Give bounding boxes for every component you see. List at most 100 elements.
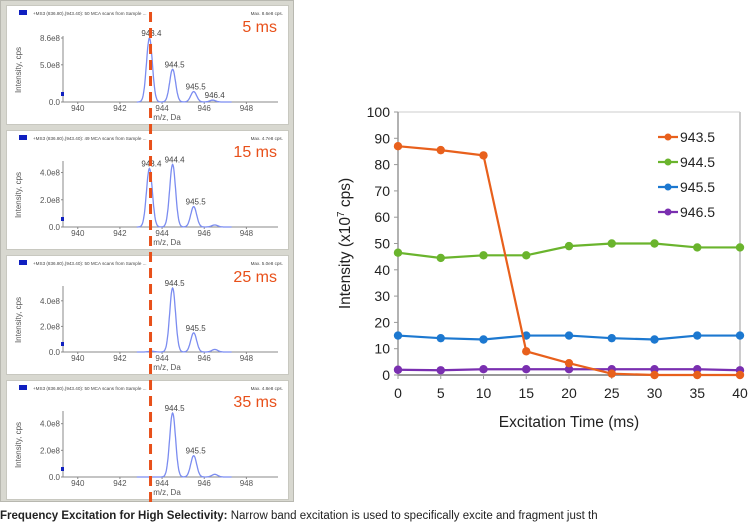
axis-marker-icon [61, 217, 64, 221]
x-axis-label: m/z, Da [153, 363, 181, 372]
excitation-time-label: 5 ms [242, 19, 277, 36]
spectrum-trace [136, 163, 232, 228]
data-point-946.5 [522, 365, 531, 374]
y-axis-label: Intensity, cps [14, 422, 23, 468]
spectrum-max-label: Max. 4.8e8 cps. [251, 386, 283, 391]
x-tick-label: 30 [647, 385, 663, 401]
data-point-946.5 [479, 365, 488, 374]
peak-label: 945.5 [186, 83, 207, 92]
spectrum-max-label: Max. 5.0e8 cps. [251, 261, 283, 266]
peak-label: 946.4 [205, 91, 226, 100]
spectrum-header: +MS3 (836.80),(943.40): 50 MCA scans fro… [33, 11, 147, 16]
data-point-945.5 [607, 333, 616, 343]
y-tick-label: 4.0e8 [40, 297, 61, 306]
y-tick-label: 60 [374, 209, 390, 225]
data-point-945.5 [436, 333, 445, 343]
y-tick-label: 0.0 [49, 473, 61, 482]
data-point-946.5 [693, 365, 702, 374]
spectrum-trace [136, 411, 232, 478]
x-tick-label: 942 [113, 479, 127, 488]
data-point-946.5 [436, 366, 445, 375]
x-tick-label: 20 [561, 385, 577, 401]
y-axis-label: Intensity, cps [14, 172, 23, 218]
spectrum-header: +MS3 (836.80),(943.40): 50 MCA scans fro… [33, 261, 147, 266]
legend-marker-946.5 [664, 208, 672, 216]
spectrum-panel-15ms: +MS3 (836.80),(943.40): 49 MCA scans fro… [6, 130, 289, 250]
spectrum-max-label: Max. 4.7e8 cps. [251, 136, 283, 141]
caption-title: Frequency Excitation for High Selectivit… [0, 510, 228, 522]
data-point-944.5 [393, 248, 403, 257]
data-point-943.5 [522, 347, 531, 356]
peak-label: 945.5 [186, 324, 207, 333]
y-tick-label: 0.0 [49, 98, 61, 107]
spectrum-max-label: Max. 8.6e8 cps. [251, 11, 283, 16]
y-tick-label: 10 [374, 341, 390, 357]
y-tick-label: 90 [374, 130, 390, 146]
y-tick-label: 0.0 [49, 223, 61, 232]
y-tick-label: 50 [374, 236, 390, 252]
legend-label-944.5: 944.5 [680, 154, 715, 170]
x-tick-label: 942 [113, 354, 127, 363]
data-point-943.5 [693, 370, 702, 380]
data-point-945.5 [564, 331, 574, 340]
x-tick-label: 946 [198, 229, 212, 238]
y-tick-label: 30 [374, 288, 390, 304]
data-point-944.5 [693, 243, 702, 252]
data-point-945.5 [693, 331, 702, 340]
spectrum-panel-25ms: +MS3 (836.80),(943.40): 50 MCA scans fro… [6, 255, 289, 375]
x-tick-label: 940 [71, 354, 85, 363]
axis-marker-icon [61, 467, 64, 471]
data-point-944.5 [564, 241, 574, 251]
y-tick-label: 80 [374, 157, 390, 173]
legend-swatch-icon [19, 10, 27, 15]
data-point-944.5 [522, 251, 531, 260]
spectrum-trace [136, 36, 232, 103]
x-tick-label: 40 [732, 385, 748, 401]
data-point-945.5 [393, 331, 403, 340]
y-tick-label: 70 [374, 183, 390, 199]
peak-label: 943.4 [141, 159, 162, 168]
y-axis-label: Intensity (x107 cps) [336, 178, 354, 309]
x-tick-label: 940 [71, 229, 85, 238]
y-axis-label: Intensity, cps [14, 297, 23, 343]
spectrum-svg: +MS3 (836.80),(943.40): 50 MCA scans fro… [14, 260, 283, 372]
spectrum-panel-35ms: +MS3 (836.80),(943.40): 50 MCA scans fro… [6, 380, 289, 500]
y-tick-label: 4.0e8 [40, 169, 61, 178]
x-tick-label: 944 [155, 104, 169, 113]
data-point-944.5 [735, 243, 745, 252]
data-point-946.5 [650, 365, 659, 374]
x-tick-label: 10 [476, 385, 492, 401]
legend-marker-945.5 [664, 183, 672, 191]
legend-marker-944.5 [664, 158, 672, 166]
legend-swatch-icon [19, 135, 27, 140]
data-point-945.5 [735, 331, 745, 340]
x-tick-label: 946 [198, 104, 212, 113]
x-tick-label: 948 [240, 229, 254, 238]
intensity-vs-time-chart: 0 10 20 30 40 50 60 70 80 90 100 0 5 10 15 20 25 30 35 40 Ex… [336, 104, 748, 431]
peak-label: 945.5 [186, 198, 207, 207]
figure-caption: Frequency Excitation for High Selectivit… [0, 509, 750, 523]
y-axis-label-main: Intensity (x10 [337, 217, 354, 310]
x-tick-label: 944 [155, 354, 169, 363]
spectrum-svg: +MS3 (836.80),(943.40): 50 MCA scans fro… [14, 385, 283, 497]
data-point-943.5 [607, 369, 616, 378]
data-point-944.5 [479, 251, 488, 260]
spectrum-svg: +MS3 (836.80),(943.40): 49 MCA scans fro… [14, 135, 283, 247]
legend-swatch-icon [19, 260, 27, 265]
axis-marker-icon [61, 92, 64, 96]
x-axis-label: m/z, Da [153, 488, 181, 497]
spectrum-panel-5ms: +MS3 (836.80),(943.40): 50 MCA scans fro… [6, 5, 289, 125]
y-tick-label: 20 [374, 314, 390, 330]
y-tick-label: 8.6e8 [40, 34, 61, 43]
legend-label-943.5: 943.5 [680, 129, 715, 145]
y-tick-label: 2.0e8 [40, 446, 61, 455]
y-axis-label-end: cps) [337, 178, 354, 212]
peak-label: 945.5 [186, 447, 207, 456]
x-tick-label: 0 [394, 385, 402, 401]
excitation-time-label: 25 ms [233, 269, 277, 286]
data-point-943.5 [393, 141, 403, 151]
data-point-944.5 [607, 239, 616, 248]
data-point-944.5 [436, 253, 445, 263]
peak-label: 944.5 [165, 60, 186, 69]
y-tick-label: 0.0 [49, 348, 61, 357]
